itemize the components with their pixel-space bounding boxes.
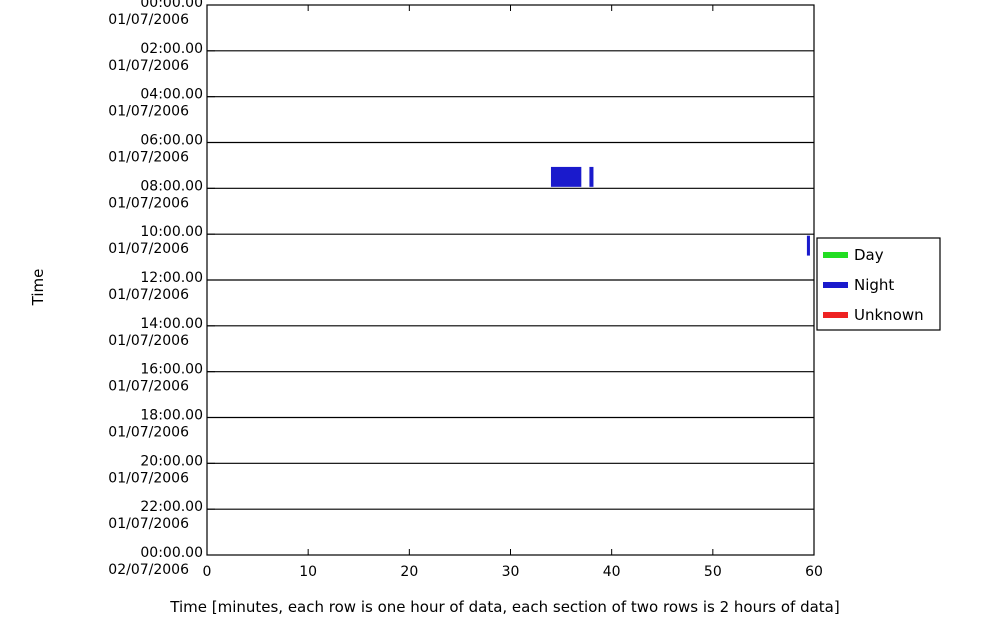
axes: 0 10 20 30 40 50 6000:00.0001/07/200602:00.000… [108,0,823,580]
legend-label: Day [854,246,884,264]
x-tick-label: 20 [400,564,418,580]
y-tick-time-label: 22:00.00 [140,499,203,515]
legend-swatch [823,282,848,288]
x-tick-label: 40 [603,564,621,580]
y-tick-time-label: 04:00.00 [140,87,203,103]
y-tick-time-label: 00:00.00 [140,545,203,561]
y-tick-date-label: 01/07/2006 [108,241,189,257]
y-tick-time-label: 00:00.00 [140,0,203,11]
y-tick-date-label: 01/07/2006 [108,516,189,532]
segment-night [806,235,810,256]
legend-label: Unknown [854,306,924,324]
x-tick-label: 60 [805,564,823,580]
y-tick-date-label: 02/07/2006 [108,562,189,578]
y-tick-time-label: 16:00.00 [140,362,203,378]
x-tick-label: 50 [704,564,722,580]
y-tick-date-label: 01/07/2006 [108,58,189,74]
y-tick-time-label: 20:00.00 [140,453,203,469]
x-tick-label: 10 [299,564,317,580]
y-tick-date-label: 01/07/2006 [108,150,189,166]
y-tick-date-label: 01/07/2006 [108,12,189,28]
legend-swatch [823,312,848,318]
y-tick-time-label: 06:00.00 [140,133,203,149]
y-tick-time-label: 02:00.00 [140,41,203,57]
segment-night [589,166,594,187]
y-tick-time-label: 18:00.00 [140,408,203,424]
y-tick-date-label: 01/07/2006 [108,333,189,349]
y-tick-date-label: 01/07/2006 [108,104,189,120]
x-axis-label: Time [minutes, each row is one hour of d… [169,598,839,616]
y-axis-label: Time [29,269,47,307]
legend: Day Night Unknown [816,237,941,331]
x-tick-label: 0 [203,564,212,580]
y-tick-time-label: 10:00.00 [140,224,203,240]
x-tick-label: 30 [502,564,520,580]
legend-label: Night [854,276,894,294]
y-tick-time-label: 08:00.00 [140,178,203,194]
legend-swatch [823,252,848,258]
y-tick-date-label: 01/07/2006 [108,195,189,211]
y-tick-date-label: 01/07/2006 [108,287,189,303]
plot-area [206,4,815,556]
y-tick-date-label: 01/07/2006 [108,379,189,395]
y-tick-time-label: 14:00.00 [140,316,203,332]
y-tick-date-label: 01/07/2006 [108,425,189,441]
segment-night [550,166,582,187]
y-tick-time-label: 12:00.00 [140,270,203,286]
y-tick-date-label: 01/07/2006 [108,470,189,486]
data-marks [550,166,810,256]
